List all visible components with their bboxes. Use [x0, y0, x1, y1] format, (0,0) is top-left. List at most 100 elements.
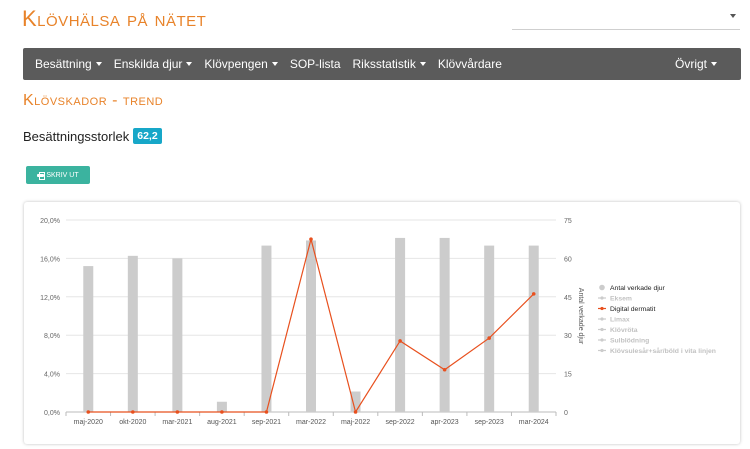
herd-select[interactable] [512, 8, 740, 30]
line-point [175, 410, 180, 414]
legend-item[interactable]: Digital dermatit [598, 306, 655, 313]
legend-item[interactable]: Klövröta [598, 327, 638, 334]
x-tick-label: mar-2021 [162, 419, 192, 426]
bar [83, 266, 94, 412]
herd-size-badge: 62,2 [133, 128, 162, 144]
nav-item-klövvårdare[interactable]: Klövvårdare [438, 57, 502, 71]
y-right-tick-label: 75 [564, 218, 572, 225]
line-point [398, 339, 402, 343]
legend-swatch-dot [600, 296, 604, 300]
line-point [353, 410, 358, 414]
bar [439, 237, 450, 412]
nav-item-label: Övrigt [674, 57, 707, 71]
print-button[interactable]: SKRIV UT [26, 166, 90, 184]
nav-item-label: Besättning [35, 57, 92, 71]
chevron-down-icon [730, 14, 736, 18]
bar [306, 240, 316, 412]
y-left-tick-label: 0,0% [44, 410, 60, 417]
bar [127, 255, 138, 412]
legend-swatch-dot [600, 306, 604, 311]
legend-label: Antal verkade djur [610, 285, 666, 292]
y-right-tick-label: 0 [564, 410, 568, 417]
main-navbar: Besättning Enskilda djur Klövpengen SOP-lis… [23, 48, 741, 80]
y-right-tick-label: 45 [564, 295, 572, 302]
legend-swatch-dot [600, 317, 604, 321]
nav-item-ovrigt[interactable]: Övrigt [675, 48, 717, 80]
chevron-down-icon [186, 62, 193, 66]
nav-item-label: SOP-lista [289, 57, 341, 71]
legend-label: Klövröta [610, 327, 638, 334]
x-tick-label: okt-2020 [119, 419, 146, 426]
bar [395, 237, 406, 412]
legend-swatch-dot [600, 338, 604, 342]
legend-label: Limax [610, 317, 630, 324]
line-point [86, 410, 91, 414]
y-left-tick-label: 8,0% [44, 333, 60, 340]
bar [484, 245, 495, 412]
nav-item-enskilda-djur[interactable]: Enskilda djur [114, 57, 193, 71]
app-title: Klövhälsa på nätet [22, 6, 207, 31]
nav-item-label: Klövpengen [204, 57, 268, 71]
bar [172, 258, 183, 412]
y-left-tick-label: 12,0% [40, 295, 60, 302]
line-point [442, 367, 447, 372]
x-tick-label: sep-2023 [475, 419, 504, 426]
x-tick-label: apr-2023 [431, 419, 459, 426]
chevron-down-icon [419, 62, 426, 66]
nav-right: Övrigt [663, 48, 717, 80]
y-left-tick-label: 4,0% [44, 372, 60, 379]
nav-item-besättning[interactable]: Besättning [35, 57, 102, 71]
legend-item[interactable]: Limax [598, 317, 630, 324]
legend-item[interactable]: Sulblödning [598, 338, 649, 345]
x-tick-label: aug-2021 [207, 419, 237, 426]
nav-item-label: Riksstatistik [352, 57, 416, 71]
line-point [531, 292, 536, 296]
nav-item-label: Enskilda djur [113, 57, 183, 71]
bar [216, 401, 227, 412]
legend-swatch [599, 284, 605, 291]
y-left-tick-label: 20,0% [40, 218, 60, 225]
line-point [487, 336, 491, 340]
bar [261, 245, 272, 412]
chevron-down-icon [95, 62, 102, 66]
y-right-tick-label: 60 [564, 256, 572, 263]
line-point [220, 410, 224, 414]
printer-icon [37, 172, 45, 180]
bar [350, 391, 361, 412]
y-right-tick-label: 15 [564, 372, 572, 379]
page-title: Klövskador - trend [23, 92, 164, 109]
legend-swatch-dot [600, 348, 604, 353]
x-tick-label: maj-2020 [74, 419, 103, 426]
legend-item[interactable]: Eksem [598, 296, 632, 303]
nav-item-sop-lista[interactable]: SOP-lista [290, 57, 341, 71]
herd-size-label: Besättningsstorlek [23, 128, 130, 144]
line-point [309, 237, 313, 241]
bar [528, 245, 539, 412]
x-tick-label: sep-2022 [385, 419, 414, 426]
legend-label: Sulblödning [610, 338, 649, 345]
x-tick-label: maj-2022 [341, 419, 370, 426]
x-tick-label: sep-2021 [252, 419, 281, 426]
y-right-tick-label: 30 [564, 333, 572, 340]
chevron-down-icon [711, 62, 717, 66]
y-right-axis-label: Antal verkade djur [577, 288, 584, 345]
x-tick-label: mar-2022 [296, 419, 326, 426]
legend-swatch-dot [600, 327, 604, 332]
nav-item-klövpengen[interactable]: Klövpengen [204, 57, 278, 71]
legend-label: Eksem [610, 296, 632, 303]
legend-label: Klövsulesår+sår/böld i vita linjen [610, 347, 716, 355]
legend-item[interactable]: Klövsulesår+sår/böld i vita linjen [598, 347, 716, 355]
legend-label: Digital dermatit [610, 306, 655, 313]
legend-item[interactable]: Antal verkade djur [599, 284, 666, 292]
x-tick-label: mar-2024 [519, 419, 549, 426]
line-point [264, 410, 269, 414]
chart-panel: 0,0% 4,0% 8,0% 12,0% 16,0% 20,0% 0 15 30 45 60 75 An… [24, 202, 740, 444]
line-point [131, 410, 135, 414]
chevron-down-icon [271, 62, 278, 66]
y-left-tick-label: 16,0% [40, 256, 60, 263]
trend-chart: 0,0% 4,0% 8,0% 12,0% 16,0% 20,0% 0 15 30 45 60 75 An… [40, 218, 716, 426]
nav-item-label: Klövvårdare [437, 57, 502, 71]
print-button-label: SKRIV UT [46, 171, 79, 179]
herd-size: Besättningsstorlek 62,2 [23, 128, 162, 144]
nav-item-riksstatistik[interactable]: Riksstatistik [353, 57, 426, 71]
